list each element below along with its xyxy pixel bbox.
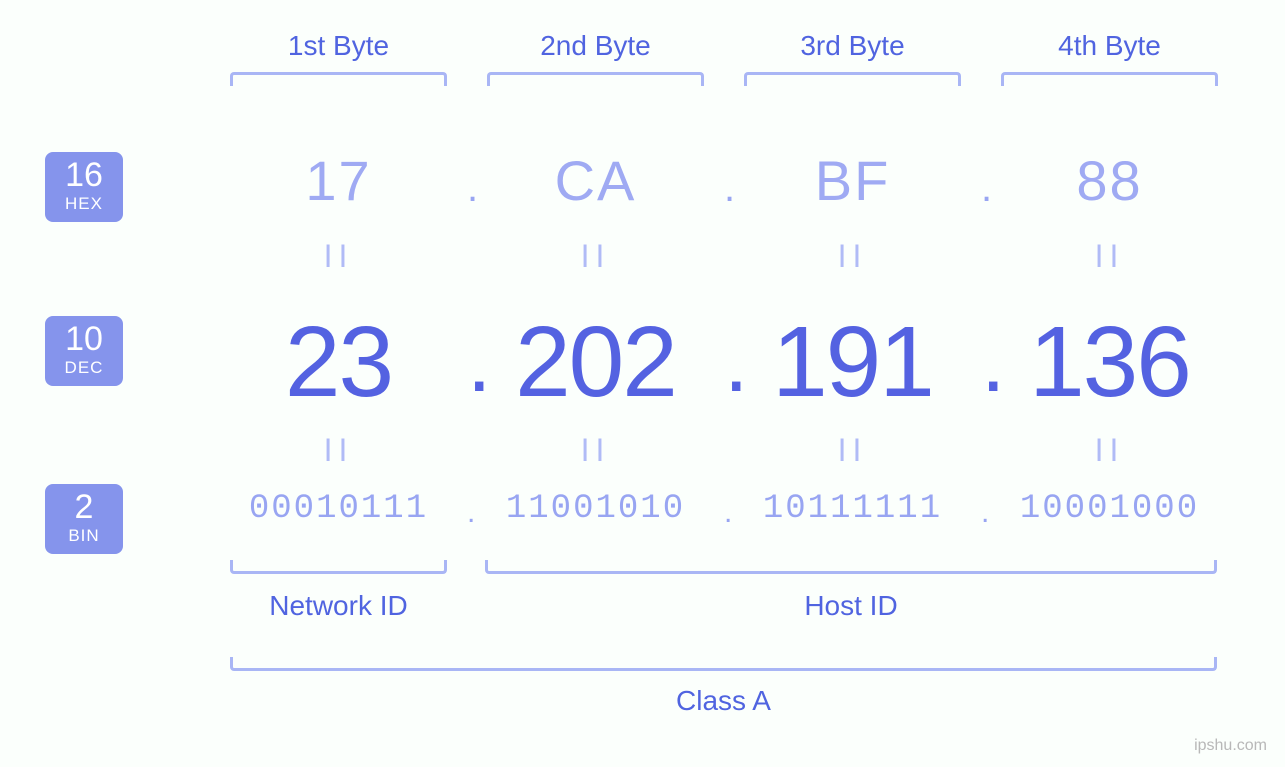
equals-icon: II (981, 432, 1238, 469)
bin-byte-2: 11001010 (506, 490, 685, 528)
byte-label-3: 3rd Byte (724, 30, 981, 62)
hex-byte-4: 88 (1076, 149, 1142, 212)
hex-byte-1: 17 (305, 149, 371, 212)
base-badge-dec: 10 DEC (45, 316, 123, 386)
badge-abbr: DEC (45, 358, 123, 378)
byte-label-text: 4th Byte (1058, 30, 1161, 61)
network-id-label: Network ID (230, 590, 447, 622)
equals-icon: II (724, 432, 981, 469)
bracket-top-3 (744, 72, 961, 86)
byte-label-4: 4th Byte (981, 30, 1238, 62)
equals-icon: II (981, 238, 1238, 275)
bracket-top-4 (1001, 72, 1218, 86)
equals-icon: II (467, 432, 724, 469)
badge-num: 2 (45, 490, 123, 524)
byte-label-text: 3rd Byte (800, 30, 904, 61)
bin-row: 00010111 . 11001010 . 10111111 . 1000100… (210, 490, 1240, 528)
byte-label-row: 1st Byte 2nd Byte 3rd Byte 4th Byte (210, 30, 1240, 62)
hex-byte-2: CA (555, 149, 637, 212)
byte-label-2: 2nd Byte (467, 30, 724, 62)
badge-num: 16 (45, 158, 123, 192)
byte-label-text: 2nd Byte (540, 30, 651, 61)
dec-byte-1: 23 (285, 306, 392, 418)
bracket-class (230, 657, 1217, 671)
badge-abbr: HEX (45, 194, 123, 214)
equals-icon: II (467, 238, 724, 275)
equals-icon: II (724, 238, 981, 275)
watermark: ipshu.com (1194, 737, 1267, 755)
dec-byte-3: 191 (772, 306, 933, 418)
byte-label-text: 1st Byte (288, 30, 389, 61)
bin-byte-3: 10111111 (763, 490, 942, 528)
class-label: Class A (230, 685, 1217, 717)
base-badge-hex: 16 HEX (45, 152, 123, 222)
badge-abbr: BIN (45, 526, 123, 546)
bracket-top-1 (230, 72, 447, 86)
byte-label-1: 1st Byte (210, 30, 467, 62)
bin-byte-4: 10001000 (1020, 490, 1199, 528)
badge-num: 10 (45, 322, 123, 356)
equals-row-1: II II II II (210, 238, 1240, 275)
hex-row: 17 . CA . BF . 88 (210, 148, 1240, 213)
dec-byte-2: 202 (515, 306, 676, 418)
bin-byte-1: 00010111 (249, 490, 428, 528)
equals-icon: II (210, 238, 467, 275)
bracket-network (230, 560, 447, 574)
hex-byte-3: BF (815, 149, 891, 212)
bracket-host (485, 560, 1217, 574)
host-id-label: Host ID (485, 590, 1217, 622)
base-badge-bin: 2 BIN (45, 484, 123, 554)
equals-row-2: II II II II (210, 432, 1240, 469)
dec-row: 23 . 202 . 191 . 136 (210, 305, 1240, 420)
dec-byte-4: 136 (1029, 306, 1190, 418)
equals-icon: II (210, 432, 467, 469)
bracket-top-2 (487, 72, 704, 86)
